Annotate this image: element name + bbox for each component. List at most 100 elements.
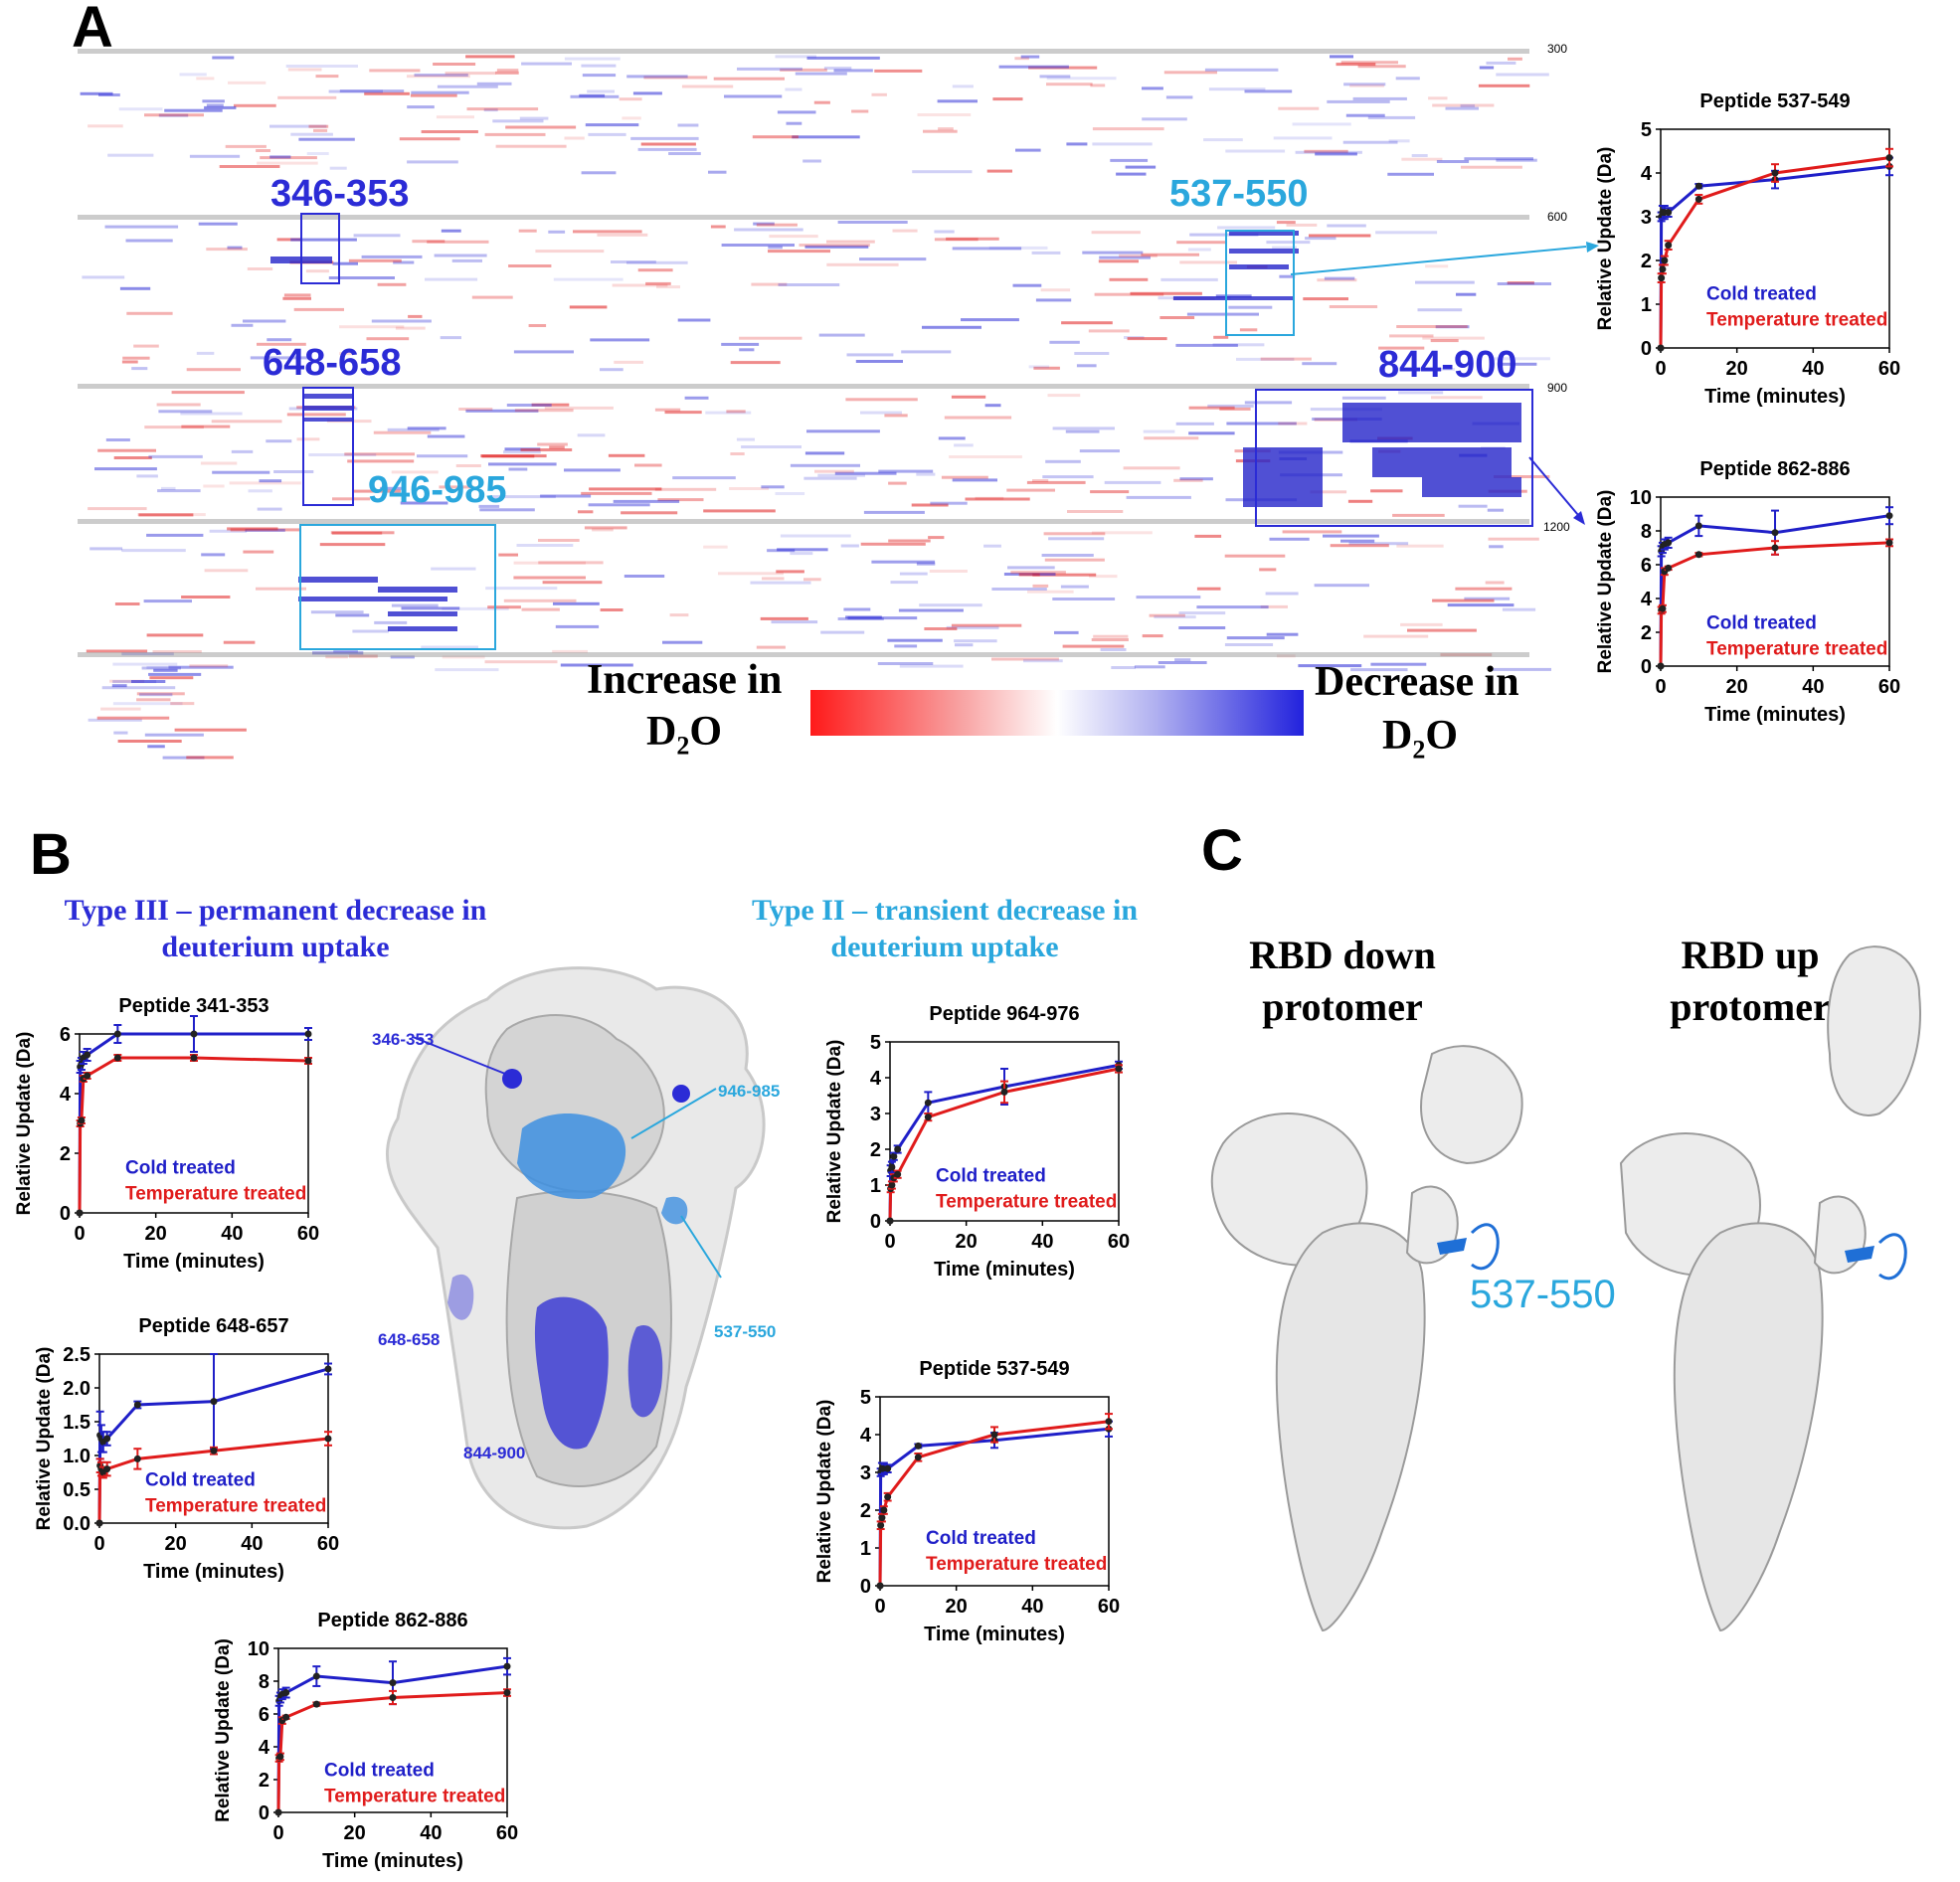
peptide-bar (328, 276, 395, 279)
peptide-bar (243, 319, 286, 323)
peptide-bar (433, 63, 476, 66)
x-tick-label: 60 (496, 1822, 518, 1844)
peptide-bar (227, 246, 243, 250)
chart-title: Peptide 964-976 (929, 1003, 1079, 1025)
x-tick-label: 0 (874, 1596, 885, 1618)
peptide-bar (257, 161, 318, 165)
legend-entry: Cold treated (936, 1165, 1046, 1186)
peptide-bar (916, 562, 936, 566)
peptide-bar (612, 283, 668, 287)
peptide-bar (949, 455, 1022, 458)
x-tick-label: 0 (272, 1822, 283, 1844)
peptide-bar (147, 745, 165, 749)
y-tick-label: 2.5 (63, 1344, 90, 1366)
peptide-bar (622, 116, 641, 120)
peptide-bar (303, 406, 353, 411)
peptide-bar (1269, 537, 1310, 541)
peptide-bar (1094, 292, 1164, 296)
x-tick-label: 20 (956, 1231, 978, 1253)
peptide-bar (243, 550, 274, 554)
y-tick-label: 2 (860, 1500, 871, 1522)
series-temperature-treated (76, 1054, 312, 1217)
data-point (886, 1217, 894, 1225)
peptide-bar (1189, 233, 1259, 237)
peptide-bar (399, 137, 460, 141)
legend-entry: Cold treated (1706, 613, 1817, 634)
sequence-row (78, 384, 1529, 389)
region-label-648-658: 648-658 (263, 342, 402, 384)
peptide-bar (1292, 122, 1351, 126)
legend-increase-label: Increase in (587, 657, 783, 703)
peptide-bar (371, 319, 432, 323)
x-axis-label: Time (minutes) (934, 1259, 1075, 1281)
x-tick-label: 40 (1031, 1231, 1053, 1253)
series-cold-treated (274, 1656, 511, 1816)
peptide-bar (1091, 531, 1153, 535)
peptide-bar (890, 581, 919, 585)
peptide-bar (1478, 84, 1530, 87)
arrow-844-900 (1528, 456, 1579, 516)
peptide-bar (951, 623, 1022, 627)
data-point (1885, 154, 1893, 162)
data-point (133, 1454, 141, 1462)
peptide-bar (1028, 66, 1098, 70)
chart-b-peptide-537-549: Peptide 537-549 0 1 2 3 4 5 0 20 40 60 Time (minute… (814, 1358, 1120, 1645)
data-point (113, 1054, 121, 1062)
peptide-bar (442, 606, 509, 610)
peptide-bar (1176, 241, 1226, 245)
peptide-bar (1460, 104, 1476, 107)
peptide-bar (431, 567, 476, 571)
peptide-bar (777, 110, 816, 114)
x-tick-label: 20 (344, 1822, 366, 1844)
peptide-bar (1236, 357, 1295, 361)
peptide-bar (257, 342, 306, 346)
peptide-bar (1226, 422, 1297, 426)
y-tick-label: 2 (870, 1139, 881, 1161)
peptide-bar (767, 549, 796, 553)
chart-title: Peptide 537-549 (919, 1358, 1069, 1380)
peptide-bar (377, 282, 407, 286)
data-point (1665, 539, 1673, 547)
peptide-bar (657, 498, 704, 502)
peptide-bar (519, 116, 549, 120)
peptide-bar (761, 485, 785, 489)
peptide-bar (266, 439, 292, 443)
peptide-bar (1061, 321, 1113, 325)
peptide-bar (840, 544, 859, 548)
peptide-bar (290, 238, 357, 242)
data-point (274, 1808, 282, 1816)
peptide-bar (984, 404, 1001, 408)
peptide-bar (946, 237, 999, 241)
peptide-bar (393, 260, 415, 264)
panel-label-b: B (30, 822, 72, 887)
series-temperature-treated (95, 1431, 332, 1527)
peptide-bar (1104, 480, 1161, 484)
peptide-bar (730, 361, 781, 365)
peptide-bar (1496, 158, 1537, 162)
peptide-bar (228, 81, 267, 85)
peptide-bar (484, 132, 546, 136)
peptide-bar (587, 89, 615, 93)
peptide-bar (1100, 648, 1127, 651)
peptide-bar (1175, 343, 1238, 347)
peptide-bar (1432, 599, 1495, 602)
peptide-bar (1372, 447, 1512, 477)
peptide-bar (721, 342, 760, 346)
peptide-bar (273, 470, 314, 473)
peptide-bar (581, 491, 652, 495)
peptide-bar (1165, 95, 1193, 99)
peptide-bar (1212, 343, 1265, 347)
peptide-bar (366, 337, 410, 341)
rbd-up-protomer-structure (1619, 945, 1921, 1632)
peptide-bar (934, 238, 979, 242)
rbd-label-537-550: 537-550 (1470, 1273, 1616, 1316)
peptide-bar (1367, 115, 1416, 119)
peptide-bar (1330, 544, 1389, 548)
peptide-bar (417, 454, 468, 458)
helix-537-550 (1437, 1238, 1467, 1255)
peptide-bar (637, 268, 673, 272)
peptide-bar (1430, 339, 1459, 343)
peptide-bar (1398, 391, 1444, 395)
peptide-bar (1279, 274, 1296, 278)
legend-entry: Cold treated (125, 1157, 236, 1178)
